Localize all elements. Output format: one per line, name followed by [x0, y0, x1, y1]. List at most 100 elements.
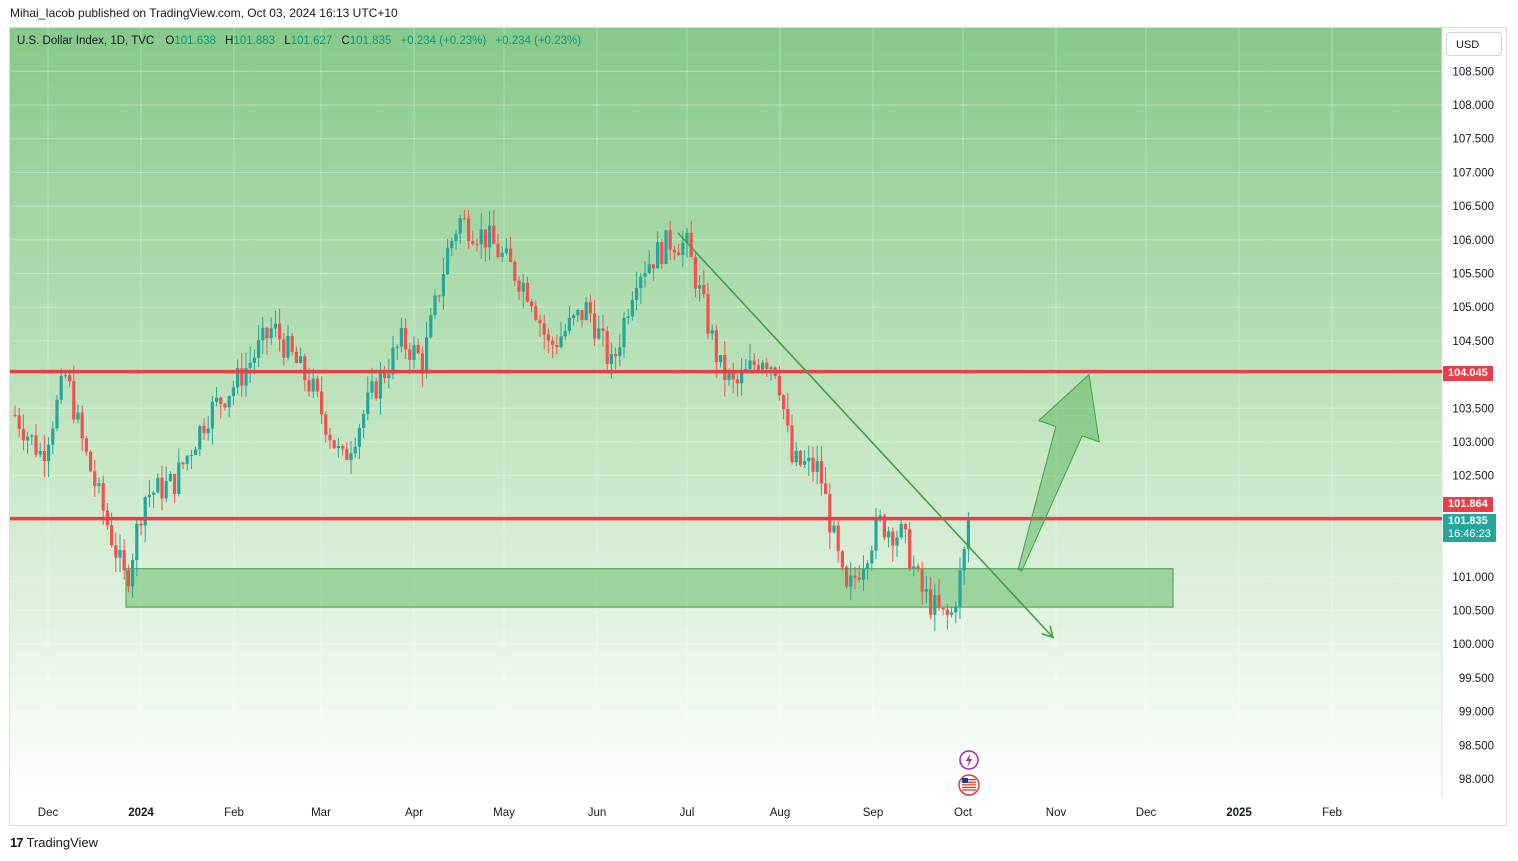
candle[interactable] — [647, 250, 651, 275]
candle[interactable] — [21, 414, 25, 451]
us-flag-icon[interactable] — [958, 774, 980, 796]
candle[interactable] — [278, 308, 282, 352]
candle[interactable] — [635, 271, 639, 311]
candle[interactable] — [798, 449, 802, 467]
candle[interactable] — [362, 410, 366, 439]
candle[interactable] — [954, 601, 958, 624]
candle[interactable] — [194, 446, 198, 456]
candle[interactable] — [572, 313, 576, 326]
candle[interactable] — [290, 333, 294, 356]
candle[interactable] — [546, 328, 550, 354]
candle[interactable] — [496, 233, 500, 259]
candle[interactable] — [383, 365, 387, 384]
candle[interactable] — [903, 522, 907, 544]
candle[interactable] — [399, 317, 403, 353]
candle[interactable] — [433, 289, 437, 320]
candle[interactable] — [80, 405, 84, 451]
candle[interactable] — [147, 480, 151, 508]
candle[interactable] — [122, 539, 126, 580]
candle[interactable] — [425, 321, 429, 379]
candle[interactable] — [605, 325, 609, 371]
time-axis[interactable]: Dec 2024 Feb Mar Apr May Jun Jul Aug Sep Oct Nov Dec… — [38, 807, 1342, 819]
candle[interactable] — [853, 566, 857, 590]
candle[interactable] — [131, 553, 135, 598]
candle[interactable] — [17, 407, 21, 438]
candle[interactable] — [832, 520, 836, 534]
candle[interactable] — [924, 575, 928, 604]
candle[interactable] — [752, 353, 756, 372]
candle[interactable] — [584, 296, 588, 321]
candle[interactable] — [945, 603, 949, 630]
candle[interactable] — [198, 424, 202, 457]
candle[interactable] — [941, 607, 945, 616]
candle[interactable] — [630, 291, 634, 321]
candle[interactable] — [588, 294, 592, 323]
candle[interactable] — [118, 534, 122, 573]
candle[interactable] — [450, 238, 454, 257]
candle[interactable] — [38, 442, 42, 458]
candle[interactable] — [710, 324, 714, 341]
candle[interactable] — [668, 220, 672, 261]
candle[interactable] — [517, 276, 521, 301]
candle[interactable] — [660, 239, 664, 269]
candle[interactable] — [202, 417, 206, 441]
candle[interactable] — [714, 324, 718, 378]
candle[interactable] — [840, 549, 844, 571]
candle[interactable] — [950, 607, 954, 618]
candle[interactable] — [55, 394, 59, 432]
candle[interactable] — [521, 273, 525, 308]
candle[interactable] — [962, 546, 966, 585]
candle[interactable] — [895, 530, 899, 557]
candle[interactable] — [248, 346, 252, 383]
candle[interactable] — [681, 230, 685, 267]
candle[interactable] — [819, 446, 823, 496]
candle[interactable] — [349, 441, 353, 475]
candle[interactable] — [269, 317, 273, 345]
candle[interactable] — [261, 317, 265, 355]
candle[interactable] — [294, 346, 298, 364]
candle[interactable] — [920, 561, 924, 606]
candle[interactable] — [231, 380, 235, 406]
candle[interactable] — [315, 375, 319, 398]
candle[interactable] — [748, 343, 752, 371]
candle[interactable] — [215, 386, 219, 407]
candle[interactable] — [324, 411, 328, 443]
candle[interactable] — [836, 520, 840, 563]
lightning-icon[interactable] — [959, 750, 979, 770]
candle[interactable] — [51, 421, 55, 455]
candle[interactable] — [412, 336, 416, 369]
candle[interactable] — [257, 324, 261, 368]
candle[interactable] — [542, 314, 546, 350]
candle[interactable] — [887, 526, 891, 548]
candle[interactable] — [72, 365, 76, 424]
tradingview-logo[interactable]: 17 TradingView — [10, 835, 98, 850]
candle[interactable] — [454, 229, 458, 250]
candle[interactable] — [395, 344, 399, 360]
candle[interactable] — [475, 238, 479, 252]
candle[interactable] — [341, 444, 345, 456]
candle[interactable] — [765, 358, 769, 378]
candle[interactable] — [966, 512, 970, 563]
candle[interactable] — [828, 483, 832, 549]
candle[interactable] — [76, 404, 80, 424]
candle[interactable] — [206, 415, 210, 441]
candle[interactable] — [160, 465, 164, 511]
candle[interactable] — [93, 459, 97, 497]
candle[interactable] — [618, 333, 622, 366]
candle[interactable] — [336, 438, 340, 458]
candle[interactable] — [320, 376, 324, 424]
candle[interactable] — [299, 347, 303, 364]
candle[interactable] — [794, 441, 798, 467]
candle[interactable] — [513, 259, 517, 287]
candle[interactable] — [437, 294, 441, 303]
candle[interactable] — [807, 445, 811, 476]
candle[interactable] — [614, 347, 618, 370]
candle[interactable] — [26, 431, 30, 454]
candle[interactable] — [479, 213, 483, 259]
candle[interactable] — [672, 245, 676, 261]
candle[interactable] — [500, 246, 504, 263]
candle[interactable] — [126, 564, 130, 593]
candle[interactable] — [567, 306, 571, 335]
candle[interactable] — [332, 439, 336, 450]
